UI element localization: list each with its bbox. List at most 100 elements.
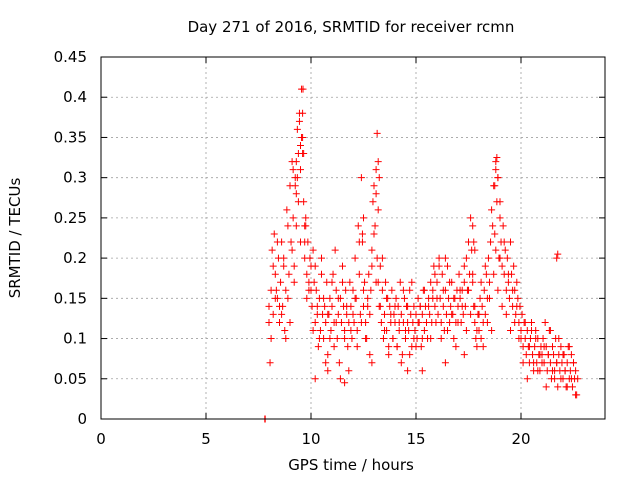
data-point <box>492 158 500 166</box>
data-point <box>383 294 391 302</box>
data-point <box>366 310 374 318</box>
data-point <box>521 318 529 326</box>
data-point <box>452 343 460 351</box>
y-tick-label: 0.25 <box>54 209 87 227</box>
data-point <box>395 318 403 326</box>
data-point <box>416 302 424 310</box>
data-point <box>563 383 571 391</box>
data-point <box>393 343 401 351</box>
data-point <box>351 294 359 302</box>
data-point <box>541 318 549 326</box>
data-point <box>557 343 565 351</box>
data-point <box>366 351 374 359</box>
data-point <box>378 286 386 294</box>
data-point <box>324 367 332 375</box>
data-point <box>402 335 409 343</box>
data-point <box>553 359 561 367</box>
data-point <box>414 294 422 302</box>
data-point <box>486 294 493 302</box>
data-point <box>346 278 354 286</box>
data-point <box>269 262 277 270</box>
data-point <box>358 230 366 238</box>
y-tick-label: 0.15 <box>54 289 87 307</box>
data-point <box>512 310 520 318</box>
data-point <box>427 278 435 286</box>
data-point <box>285 270 293 278</box>
data-point <box>364 302 372 310</box>
y-tick-label: 0 <box>77 410 87 428</box>
data-point <box>435 254 443 262</box>
data-point <box>546 327 554 335</box>
data-point <box>381 310 388 318</box>
data-point <box>489 222 497 230</box>
data-point <box>549 343 556 351</box>
data-point <box>492 246 500 254</box>
data-point <box>410 302 418 310</box>
data-point <box>444 327 451 335</box>
data-point <box>439 286 447 294</box>
data-point <box>299 85 307 93</box>
data-point <box>483 318 491 326</box>
tick-labels: 0 5 10 15 20 0 0.05 0.1 0.15 0.2 0.25 0.3 0.35 0.4 0.4… <box>54 48 531 448</box>
data-point <box>500 238 508 246</box>
data-point <box>437 318 445 326</box>
data-point <box>303 294 311 302</box>
data-point <box>368 262 376 270</box>
data-point <box>450 294 458 302</box>
data-point <box>471 318 479 326</box>
data-point <box>490 270 498 278</box>
data-point <box>554 250 562 258</box>
y-tick-label: 0.3 <box>63 169 87 187</box>
data-point <box>462 327 470 335</box>
data-point <box>559 351 567 359</box>
data-point <box>530 359 538 367</box>
data-point <box>536 351 544 359</box>
data-point <box>343 310 351 318</box>
y-tick-label: 0.35 <box>54 128 87 146</box>
data-point <box>357 174 365 182</box>
x-tick-label: 20 <box>511 430 530 448</box>
data-point <box>389 335 397 343</box>
data-point <box>532 335 540 343</box>
data-point <box>494 174 502 182</box>
data-point <box>355 270 363 278</box>
data-point <box>341 379 349 387</box>
data-point <box>282 335 290 343</box>
data-point <box>529 351 537 359</box>
data-point <box>425 302 433 310</box>
data-point <box>420 327 428 335</box>
data-point <box>444 262 451 270</box>
data-point <box>517 327 525 335</box>
data-point <box>517 335 525 343</box>
data-point <box>328 302 336 310</box>
data-point <box>513 278 521 286</box>
data-point <box>473 343 481 351</box>
data-point <box>362 335 370 343</box>
data-point <box>406 286 414 294</box>
data-point <box>459 310 467 318</box>
data-point <box>278 310 286 318</box>
data-point <box>369 198 377 206</box>
data-point <box>456 294 464 302</box>
data-point <box>426 310 434 318</box>
data-point <box>502 310 510 318</box>
y-axis-label: SRMTID / TECUs <box>6 178 24 299</box>
data-point <box>372 278 380 286</box>
data-point <box>493 154 501 162</box>
data-point <box>471 302 479 310</box>
data-point <box>332 286 340 294</box>
y-tick-label: 0.4 <box>63 88 87 106</box>
data-point <box>446 278 454 286</box>
data-point <box>287 238 295 246</box>
data-point <box>353 327 361 335</box>
data-point <box>501 246 509 254</box>
data-point <box>377 318 385 326</box>
data-point <box>273 238 281 246</box>
data-point <box>341 335 349 343</box>
data-point <box>518 310 526 318</box>
data-point <box>410 335 418 343</box>
data-point <box>324 310 332 318</box>
data-point <box>408 278 416 286</box>
data-point <box>511 318 519 326</box>
